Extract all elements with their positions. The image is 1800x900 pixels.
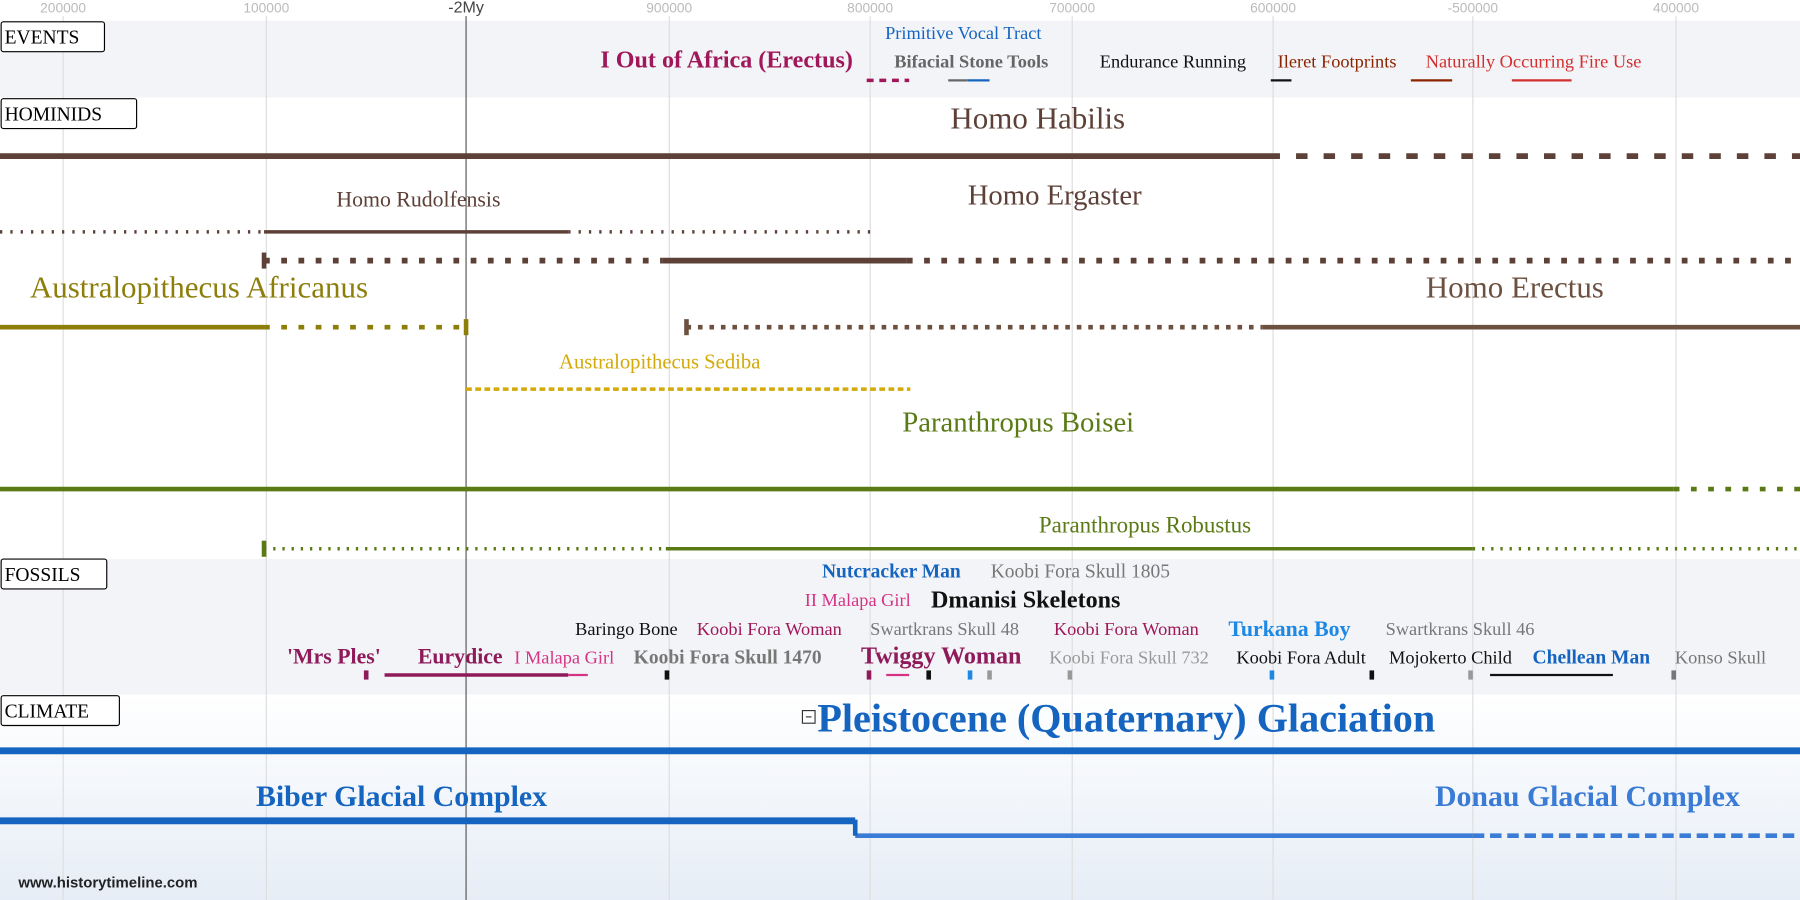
item-label: Mojokerto Child: [1389, 648, 1512, 668]
section-box: [0, 21, 106, 53]
axis-label: -500000: [1448, 1, 1499, 16]
section-label: HOMINIDS: [5, 105, 103, 126]
item-label: Konso Skull: [1675, 648, 1766, 668]
item-label: Homo Rudolfensis: [336, 188, 500, 212]
item-label: Endurance Running: [1100, 52, 1246, 72]
axis-label: 400000: [1653, 1, 1699, 16]
span-cap: [684, 319, 689, 336]
span-cap: [463, 319, 469, 336]
lines: [0, 78, 1800, 839]
item-label: Homo Ergaster: [968, 179, 1142, 211]
item-label: I Out of Africa (Erectus): [600, 48, 853, 74]
item-label: Australopithecus Africanus: [30, 269, 368, 304]
span-cap: [261, 252, 267, 269]
item-label: Baringo Bone: [575, 619, 678, 639]
item-label: Homo Habilis: [950, 101, 1125, 136]
item-label: I Malapa Girl: [514, 648, 614, 668]
fossil-marker: [363, 670, 369, 680]
section-box: [0, 558, 108, 590]
axis-label: 600000: [1250, 1, 1296, 16]
axis-label: 700000: [1049, 1, 1095, 16]
events-band: [0, 20, 1800, 98]
item-label: Paranthropus Robustus: [1039, 513, 1251, 538]
item-label: Swartkrans Skull 48: [870, 619, 1019, 639]
item-label: Bifacial Stone Tools: [894, 52, 1048, 72]
axis-label: 100000: [243, 1, 289, 16]
axis-label: 900000: [646, 1, 692, 16]
fossil-marker: [866, 670, 872, 680]
section-box: [0, 695, 120, 727]
span-cap: [261, 540, 267, 557]
item-label: 'Mrs Ples': [287, 645, 381, 669]
item-label: Pleistocene (Quaternary) Glaciation: [817, 695, 1435, 740]
item-label: Ileret Footprints: [1278, 52, 1397, 72]
fossil-marker: [987, 670, 992, 680]
item-label: Naturally Occurring Fire Use: [1426, 52, 1642, 72]
fossil-marker: [664, 670, 670, 680]
item-label: Koobi Fora Adult: [1236, 648, 1366, 668]
item-label: Koobi Fora Skull 1805: [991, 561, 1170, 582]
fossil-marker: [1671, 670, 1677, 680]
item-label: Paranthropus Boisei: [902, 407, 1134, 439]
section-label: CLIMATE: [5, 701, 90, 722]
fossils-band: [0, 559, 1800, 695]
item-label: Swartkrans Skull 46: [1386, 619, 1535, 639]
span-cap: [852, 819, 858, 836]
item-label: Homo Erectus: [1426, 269, 1604, 304]
item-label: Eurydice: [418, 645, 503, 669]
item-label: Twiggy Woman: [861, 644, 1022, 670]
climate-band: [0, 694, 1800, 900]
item-label: II Malapa Girl: [805, 590, 911, 610]
axis-label: -2My: [448, 0, 484, 17]
fossil-marker: [926, 670, 931, 680]
axis-label: 800000: [847, 1, 893, 16]
axis-label: 200000: [40, 1, 86, 16]
item-label: Dmanisi Skeletons: [931, 587, 1120, 613]
section-label: FOSSILS: [5, 565, 81, 586]
item-label: Biber Glacial Complex: [256, 780, 547, 813]
fossil-marker: [1369, 670, 1375, 680]
fossil-marker: [967, 670, 973, 680]
footer: www.historytimeline.com: [17, 874, 197, 891]
section-box: [0, 98, 138, 130]
fossil-marker: [1269, 670, 1275, 680]
item-label: Chellean Man: [1533, 648, 1651, 669]
item-label: Turkana Boy: [1228, 617, 1350, 641]
item-label: Donau Glacial Complex: [1435, 780, 1740, 813]
item-label: Koobi Fora Woman: [697, 619, 842, 639]
item-label: Koobi Fora Skull 732: [1049, 648, 1209, 668]
labels: EVENTS HOMINIDS FOSSILS CLIMATE Primitive Vo…: [0, 21, 1766, 813]
item-label: Primitive Vocal Tract: [885, 23, 1041, 43]
item-label: Nutcracker Man: [822, 561, 961, 582]
item-label: Australopithecus Sediba: [559, 351, 760, 373]
item-label: Koobi Fora Skull 1470: [634, 648, 822, 669]
fossil-marker: [1067, 670, 1073, 680]
item-label: Koobi Fora Woman: [1054, 619, 1199, 639]
section-label: EVENTS: [5, 28, 80, 49]
fossil-marker: [1468, 670, 1473, 680]
